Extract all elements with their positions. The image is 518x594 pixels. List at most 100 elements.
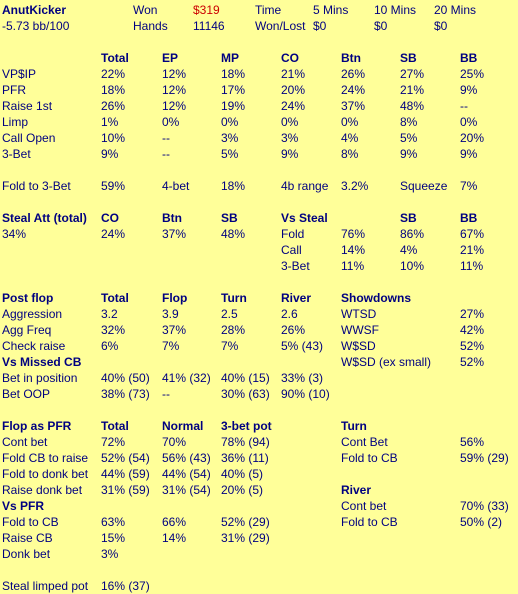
preflop-cell: 0% (281, 115, 299, 129)
postflop-cell: 2.6 (281, 307, 298, 321)
river-row-label: Fold to CB (341, 515, 398, 529)
postflop-title: Post flop (2, 291, 54, 305)
pf-header-total: Total (101, 51, 129, 65)
steal-co: 24% (101, 227, 126, 241)
flop-pfr-cell: 56% (43) (162, 451, 211, 465)
preflop-cell: 20% (460, 131, 485, 145)
flop-pfr-cell: 31% (59) (101, 483, 150, 497)
postflop-cell: 3.2 (101, 307, 118, 321)
flop-pfr-header-3bet: 3-bet pot (221, 419, 272, 433)
postflop-cell: 6% (101, 339, 119, 353)
fourbet-range-label: 4b range (281, 179, 329, 193)
preflop-cell: 3% (221, 131, 239, 145)
vs-steal-cell: 11% (460, 259, 484, 273)
postflop-cell: 3.9 (162, 307, 179, 321)
fold3bet-value: 59% (101, 179, 126, 193)
vs-pfr-cell: 63% (101, 515, 126, 529)
bb100-rate: -5.73 bb/100 (2, 19, 70, 33)
vs-steal-cell: 4% (400, 243, 418, 257)
postflop-cell: 37% (162, 323, 187, 337)
pf-header-btn: Btn (341, 51, 361, 65)
showdown-value: 27% (460, 307, 485, 321)
flop-pfr-row-label: Raise donk bet (2, 483, 83, 497)
squeeze-label: Squeeze (400, 179, 448, 193)
vs-steal-cell: 86% (400, 227, 425, 241)
period-10: 10 Mins (374, 3, 417, 17)
postflop-row-label: Check raise (2, 339, 66, 353)
preflop-row-label: Raise 1st (2, 99, 53, 113)
vs-steal-cell: 21% (460, 243, 485, 257)
flop-pfr-cell: 31% (54) (162, 483, 211, 497)
river-title: River (341, 483, 372, 497)
missed-cb-title: Vs Missed CB (2, 355, 82, 369)
preflop-cell: 20% (281, 83, 306, 97)
vs-steal-cell: 67% (460, 227, 485, 241)
fourbet-value: 18% (221, 179, 246, 193)
preflop-cell: 21% (400, 83, 425, 97)
preflop-row-label: PFR (2, 83, 26, 97)
missed-cb-row-label: Bet in position (2, 371, 78, 385)
flop-pfr-cell: 40% (5) (221, 467, 264, 481)
flop-pfr-cell: 36% (11) (221, 451, 269, 465)
vs-steal-header-sb: SB (400, 211, 417, 225)
steal-title: Steal Att (total) (2, 211, 87, 225)
missed-cb-cell: 38% (73) (101, 387, 150, 401)
steal-header-sb: SB (221, 211, 238, 225)
preflop-cell: 21% (281, 67, 306, 81)
period-20: 20 Mins (434, 3, 477, 17)
preflop-cell: -- (162, 147, 170, 161)
fold3bet-label: Fold to 3-Bet (2, 179, 71, 193)
vs-pfr-row-label: Fold to CB (2, 515, 59, 529)
preflop-cell: 1% (101, 115, 119, 129)
postflop-cell: 5% (43) (281, 339, 324, 353)
preflop-cell: 5% (400, 131, 418, 145)
flop-pfr-header-total: Total (101, 419, 129, 433)
turn-row-label: Fold to CB (341, 451, 398, 465)
postflop-cell: 32% (101, 323, 126, 337)
wonlost-label: Won/Lost (255, 19, 306, 33)
preflop-cell: 8% (341, 147, 359, 161)
missed-cb-cell: 30% (63) (221, 387, 270, 401)
showdown-label: WWSF (341, 323, 379, 337)
preflop-cell: 4% (341, 131, 359, 145)
vs-steal-header-bb: BB (460, 211, 478, 225)
postflop-cell: 2.5 (221, 307, 238, 321)
pf-header-co: CO (281, 51, 299, 65)
missed-cb-cell: 33% (3) (281, 371, 324, 385)
flop-pfr-cell: 70% (162, 435, 187, 449)
postflop-header-total: Total (101, 291, 129, 305)
turn-value: 56% (460, 435, 485, 449)
missed-cb-cell: 40% (15) (221, 371, 270, 385)
preflop-cell: 12% (162, 83, 187, 97)
won-label: Won (133, 3, 158, 17)
postflop-cell: 7% (162, 339, 180, 353)
preflop-cell: 25% (460, 67, 485, 81)
preflop-cell: -- (162, 131, 170, 145)
preflop-cell: 5% (221, 147, 239, 161)
vs-pfr-cell: 3% (101, 547, 119, 561)
vs-steal-row-label: Fold (281, 227, 305, 241)
time-label: Time (255, 3, 282, 17)
flop-pfr-cell: 78% (94) (221, 435, 270, 449)
missed-cb-cell: -- (162, 387, 170, 401)
river-value: 70% (33) (460, 499, 509, 513)
showdown-label: WTSD (341, 307, 377, 321)
won-value: $319 (193, 3, 220, 17)
missed-cb-cell: 90% (10) (281, 387, 330, 401)
postflop-header-flop: Flop (162, 291, 188, 305)
preflop-row-label: 3-Bet (2, 147, 31, 161)
wonlost-20: $0 (434, 19, 448, 33)
preflop-cell: 22% (101, 67, 126, 81)
turn-value: 59% (29) (460, 451, 509, 465)
postflop-cell: 26% (281, 323, 306, 337)
preflop-row-label: VP$IP (2, 67, 37, 81)
steal-sb: 48% (221, 227, 246, 241)
flop-pfr-cell: 20% (5) (221, 483, 264, 497)
flop-pfr-cell: 72% (101, 435, 126, 449)
postflop-header-river: River (281, 291, 312, 305)
vs-pfr-cell: 52% (29) (221, 515, 270, 529)
showdown-label: W$SD (341, 339, 376, 353)
vs-pfr-row-label: Raise CB (2, 531, 53, 545)
steal-header-btn: Btn (162, 211, 182, 225)
steal-header-co: CO (101, 211, 119, 225)
